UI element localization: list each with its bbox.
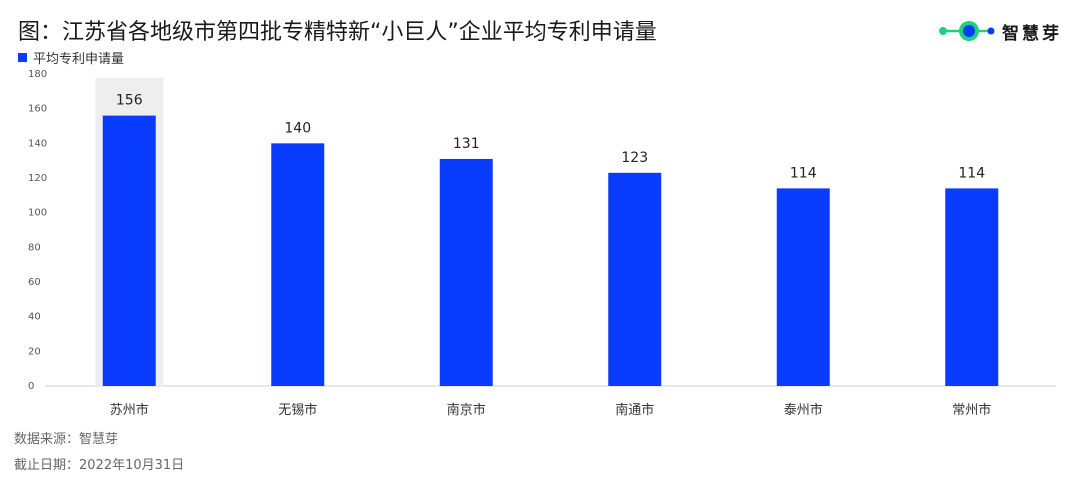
y-tick-label: 160 bbox=[28, 104, 47, 115]
x-tick-label: 苏州市 bbox=[110, 402, 149, 418]
bar bbox=[271, 143, 325, 386]
y-tick-label: 0 bbox=[28, 381, 34, 392]
x-tick-label: 常州市 bbox=[952, 402, 991, 418]
bar bbox=[102, 115, 156, 386]
y-tick-label: 180 bbox=[28, 69, 47, 80]
data-label: 114 bbox=[790, 165, 817, 181]
x-tick-label: 南京市 bbox=[447, 402, 486, 418]
data-label: 140 bbox=[284, 120, 311, 136]
x-tick-label: 泰州市 bbox=[784, 402, 823, 418]
chart-title: 图：江苏省各地级市第四批专精特新“小巨人”企业平均专利申请量 bbox=[18, 20, 657, 45]
y-tick-label: 80 bbox=[28, 242, 41, 253]
y-tick-label: 40 bbox=[28, 312, 41, 323]
y-tick-label: 120 bbox=[28, 173, 47, 184]
legend: 平均专利申请量 bbox=[18, 48, 124, 67]
y-tick-label: 100 bbox=[28, 208, 47, 219]
data-label: 156 bbox=[116, 93, 143, 109]
data-label: 131 bbox=[453, 136, 480, 152]
y-tick-label: 20 bbox=[28, 346, 41, 357]
data-label: 123 bbox=[621, 150, 648, 166]
bar bbox=[439, 158, 493, 386]
bar bbox=[945, 188, 999, 386]
bar bbox=[608, 172, 662, 386]
logo: 智慧芽 bbox=[938, 18, 1062, 44]
x-tick-label: 无锡市 bbox=[278, 402, 317, 418]
x-tick-label: 南通市 bbox=[615, 402, 654, 418]
logo-icon bbox=[939, 21, 995, 41]
y-tick-label: 140 bbox=[28, 138, 47, 149]
y-tick-label: 60 bbox=[28, 277, 41, 288]
data-label: 114 bbox=[958, 165, 985, 181]
bar bbox=[776, 188, 830, 386]
legend-label: 平均专利申请量 bbox=[33, 52, 125, 67]
legend-swatch bbox=[18, 53, 27, 62]
logo-text: 智慧芽 bbox=[1002, 23, 1062, 44]
cutoff-date: 截止日期：2022年10月31日 bbox=[14, 458, 185, 473]
data-source: 数据来源：智慧芽 bbox=[14, 432, 119, 447]
